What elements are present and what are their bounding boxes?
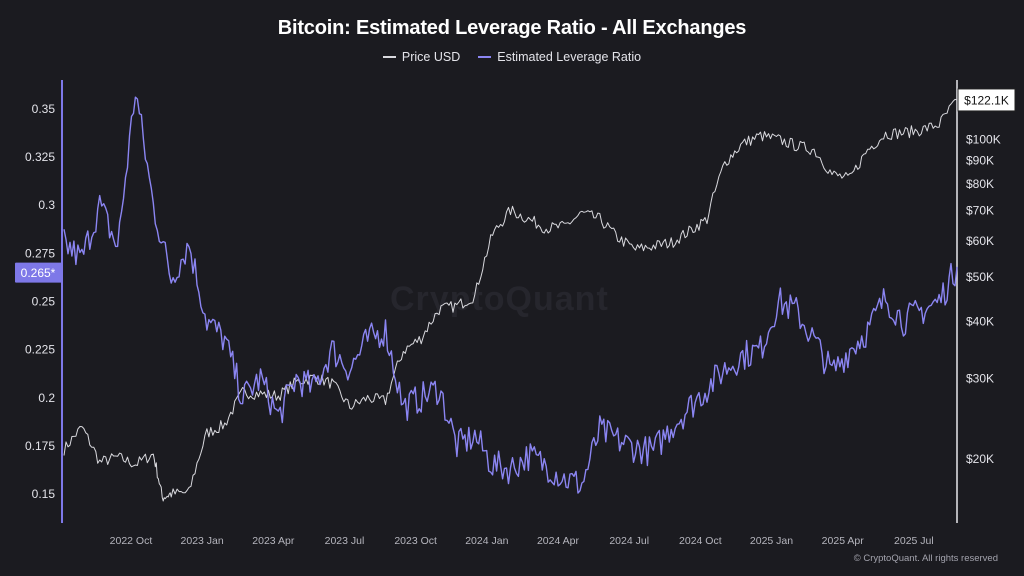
x-tick-label: 2024 Oct: [679, 535, 722, 547]
left-tick-label: 0.15: [32, 487, 56, 501]
left-tick-label: 0.25: [32, 295, 56, 309]
x-tick-label: 2025 Jul: [894, 535, 934, 547]
right-tick-label: $50K: [966, 270, 994, 284]
x-tick-label: 2023 Oct: [394, 535, 437, 547]
price-line: [63, 98, 958, 502]
x-tick-label: 2024 Apr: [537, 535, 580, 547]
right-tick-label: $70K: [966, 203, 994, 217]
right-tick-label: $60K: [966, 234, 994, 248]
right-tick-label: $30K: [966, 372, 994, 386]
right-tick-label: $90K: [966, 154, 994, 168]
leverage-line: [63, 96, 958, 494]
left-tick-label: 0.3: [38, 198, 55, 212]
legend: Price USD Estimated Leverage Ratio: [0, 50, 1024, 64]
left-tick-label: 0.175: [25, 439, 55, 453]
left-tick-label: 0.275: [25, 246, 55, 260]
chart-title: Bitcoin: Estimated Leverage Ratio - All …: [277, 17, 747, 39]
price-current-label: $122.1K: [964, 93, 1009, 107]
legend-item-leverage[interactable]: Estimated Leverage Ratio: [478, 50, 641, 64]
leverage-current-label: 0.265*: [21, 266, 56, 280]
left-tick-label: 0.35: [32, 102, 56, 116]
legend-label-price: Price USD: [401, 50, 461, 64]
legend-swatch-price: [382, 56, 396, 58]
x-tick-label: 2023 Jan: [181, 535, 224, 547]
copyright-text: © CryptoQuant. All rights reserved: [853, 553, 998, 564]
legend-label-leverage: Estimated Leverage Ratio: [497, 50, 642, 64]
x-tick-label: 2023 Jul: [325, 535, 365, 547]
x-tick-label: 2025 Apr: [822, 535, 865, 547]
leverage-current-badge: [15, 262, 62, 283]
x-tick-label: 2024 Jul: [609, 535, 649, 547]
right-tick-label: $100K: [966, 133, 1001, 147]
x-tick-label: 2022 Oct: [110, 535, 153, 547]
legend-item-price[interactable]: Price USD: [382, 50, 461, 64]
right-tick-label: $80K: [966, 177, 994, 191]
right-tick-label: $20K: [966, 452, 994, 466]
x-tick-label: 2025 Jan: [750, 535, 793, 547]
left-tick-label: 0.2: [38, 391, 55, 405]
legend-swatch-leverage: [478, 56, 492, 58]
watermark: CryptoQuant: [390, 280, 609, 318]
left-tick-label: 0.225: [25, 343, 55, 357]
x-tick-label: 2024 Jan: [465, 535, 508, 547]
right-tick-label: $40K: [966, 315, 994, 329]
price-current-badge: [957, 88, 1016, 112]
x-tick-label: 2023 Apr: [252, 535, 295, 547]
left-tick-label: 0.325: [25, 150, 55, 164]
